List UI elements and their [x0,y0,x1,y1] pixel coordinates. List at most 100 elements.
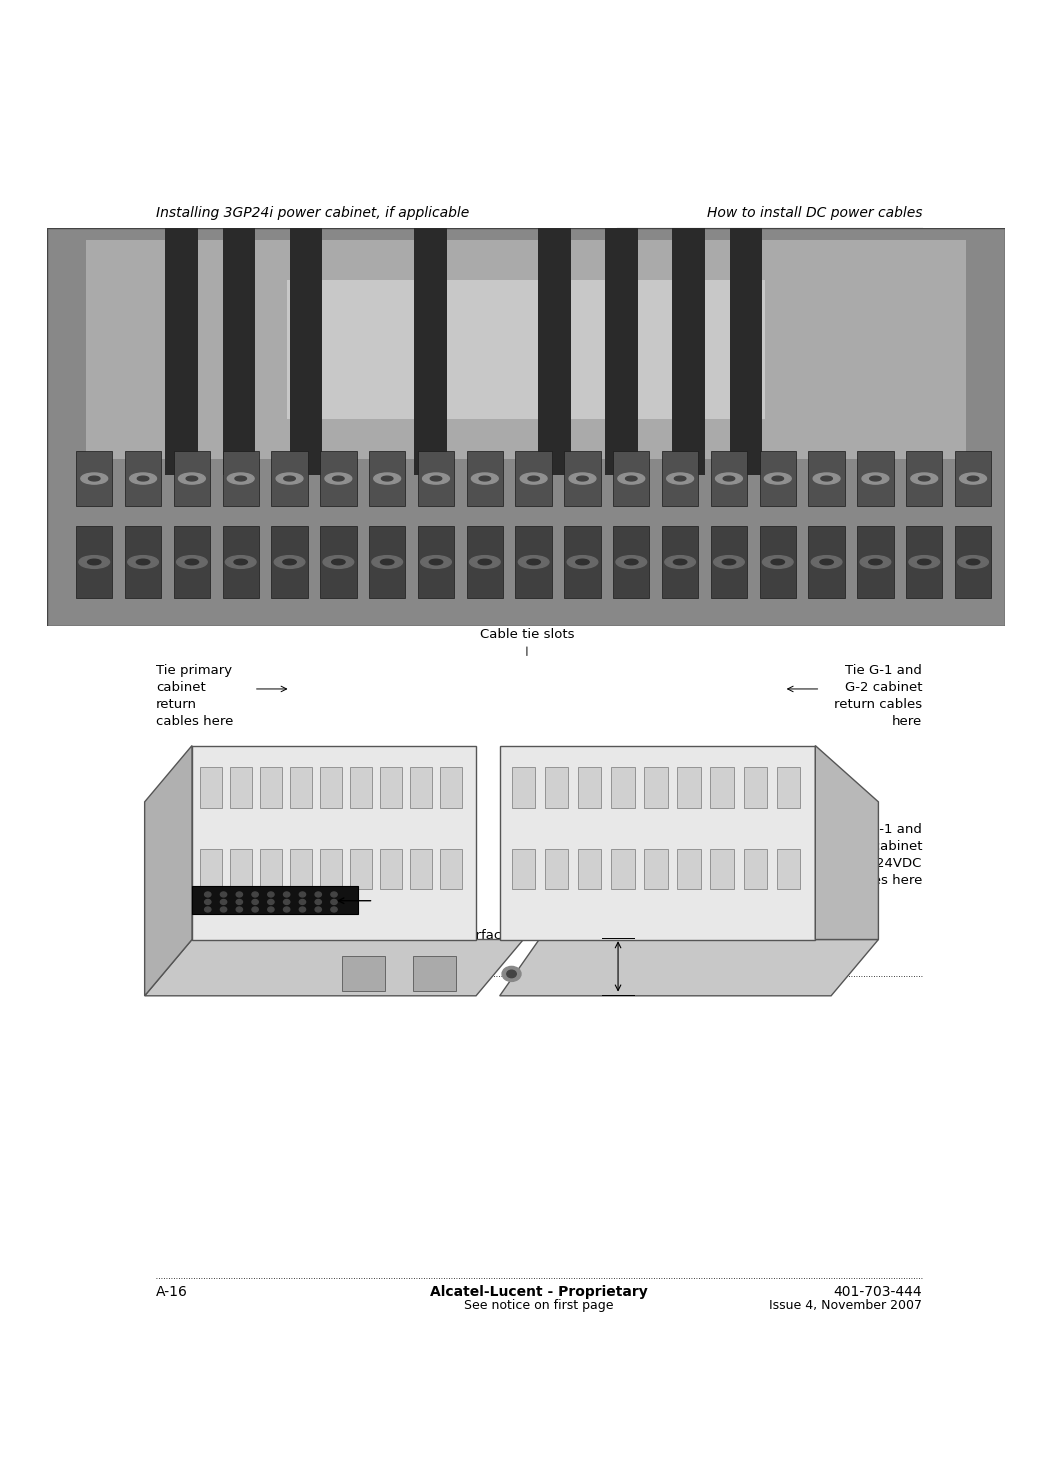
Circle shape [821,475,832,481]
Circle shape [177,555,207,568]
Circle shape [276,473,303,484]
Bar [467,450,503,506]
Circle shape [204,907,210,913]
Bar [467,527,503,598]
Circle shape [138,475,148,481]
Circle shape [382,475,393,481]
Bar [229,767,252,808]
Circle shape [811,555,842,568]
Bar [349,849,372,889]
Circle shape [204,899,210,904]
Bar [730,228,763,474]
Bar [409,767,431,808]
Bar [808,527,845,598]
Circle shape [569,473,595,484]
Text: E N D   O F   S T E P S: E N D O F S T E P S [156,973,282,986]
Bar [271,527,308,598]
Bar [289,849,311,889]
Circle shape [299,892,305,896]
Bar [320,767,342,808]
Text: Tie G-1 and
G-2 cabinet
return cables
here: Tie G-1 and G-2 cabinet return cables he… [834,664,923,729]
Circle shape [715,473,743,484]
Bar [320,450,357,506]
Circle shape [225,555,256,568]
Text: Issue 4, November 2007: Issue 4, November 2007 [769,1298,923,1312]
Circle shape [88,475,100,481]
Text: Tie G-1 and
G-2 cabinet
+24VDC
cables here: Tie G-1 and G-2 cabinet +24VDC cables he… [845,823,923,886]
Circle shape [575,559,589,565]
Circle shape [471,473,499,484]
Circle shape [283,892,289,896]
Circle shape [315,892,322,896]
Bar [320,527,357,598]
Circle shape [275,555,305,568]
Bar [644,849,668,889]
Text: 25mm max: 25mm max [699,867,774,880]
Circle shape [221,907,227,913]
Circle shape [81,473,107,484]
Circle shape [137,559,149,565]
Bar [286,280,766,420]
Bar [342,957,385,991]
Bar [414,228,446,474]
Bar [380,767,402,808]
Circle shape [429,559,443,565]
Circle shape [820,559,833,565]
Bar [955,450,991,506]
Bar [545,767,568,808]
Bar [369,527,405,598]
Circle shape [763,555,793,568]
Circle shape [616,555,647,568]
Circle shape [502,967,521,982]
Bar [662,450,699,506]
Circle shape [813,473,839,484]
Circle shape [251,892,258,896]
Circle shape [251,899,258,904]
Circle shape [251,907,258,913]
Circle shape [909,555,939,568]
Bar [776,849,801,889]
Bar [744,767,767,808]
Polygon shape [815,745,878,939]
Polygon shape [145,745,191,995]
Polygon shape [145,939,524,995]
Bar [564,527,601,598]
Bar [165,228,198,474]
Bar [760,450,796,506]
Bar [200,849,222,889]
Circle shape [323,555,353,568]
Circle shape [299,899,305,904]
Circle shape [221,892,227,896]
Circle shape [204,892,210,896]
Circle shape [227,473,255,484]
Bar [409,849,431,889]
Polygon shape [500,745,815,939]
Circle shape [185,559,199,565]
Circle shape [186,475,198,481]
Bar [672,228,705,474]
Bar [677,767,701,808]
Bar [808,450,845,506]
Circle shape [325,473,351,484]
Bar [955,527,991,598]
Circle shape [521,473,547,484]
Bar [710,849,734,889]
Bar [349,767,372,808]
Circle shape [665,555,695,568]
Bar [320,849,342,889]
Bar [440,849,462,889]
Circle shape [236,907,242,913]
Bar [289,767,311,808]
Circle shape [267,899,274,904]
Circle shape [918,475,930,481]
Bar [644,767,668,808]
Circle shape [968,475,978,481]
Circle shape [127,555,159,568]
Circle shape [373,473,401,484]
Bar [744,849,767,889]
Bar [515,450,552,506]
Circle shape [507,970,517,977]
Bar [174,527,210,598]
Circle shape [283,559,297,565]
Bar [223,228,255,474]
